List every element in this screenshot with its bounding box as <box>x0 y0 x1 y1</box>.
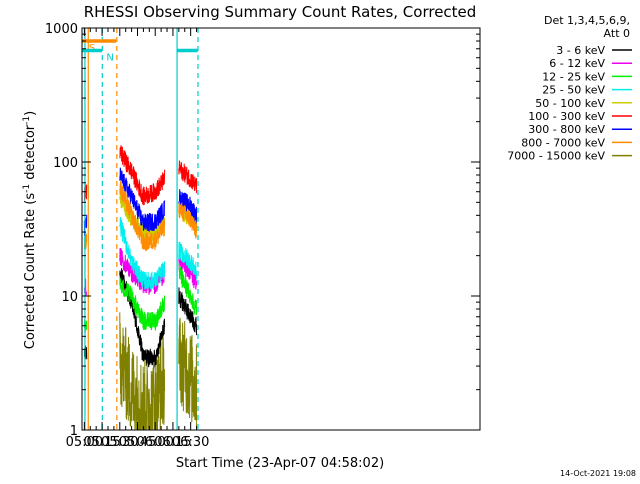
legend-label-4: 25 - 50 keV <box>542 84 605 97</box>
legend-header-1: Det 1,3,4,5,6,9, <box>544 14 630 27</box>
x-tick-label: 05:15 <box>83 435 120 450</box>
series-line-9 <box>119 312 198 430</box>
x-tick-label: 05:00 <box>66 435 103 450</box>
legend-label-8: 800 - 7000 keV <box>521 136 605 149</box>
flag-label-n: N <box>106 52 113 63</box>
legend-label-9: 7000 - 15000 keV <box>507 150 605 163</box>
plot-layer: SN <box>82 28 199 430</box>
y-tick-label: 100 <box>53 156 78 171</box>
x-tick-label: 06:00 <box>136 435 173 450</box>
timestamp: 14-Oct-2021 19:08 <box>560 469 636 478</box>
x-tick-label: 06:15 <box>154 435 191 450</box>
legend-label-7: 300 - 800 keV <box>528 123 605 136</box>
x-axis-label: Start Time (23-Apr-07 04:58:02) <box>176 456 384 471</box>
y-tick-label: 10 <box>61 290 78 305</box>
x-tick-label: 06:30 <box>172 435 209 450</box>
legend-label-5: 50 - 100 keV <box>535 97 605 110</box>
x-tick-label: 05:45 <box>119 435 156 450</box>
y-tick-label: 1000 <box>45 22 78 37</box>
legend-header-2: Att 0 <box>604 27 630 40</box>
legend-label-6: 100 - 300 keV <box>528 110 605 123</box>
legend-label-3: 12 - 25 keV <box>542 70 605 83</box>
x-tick-label: 05:30 <box>101 435 138 450</box>
y-axis-label: Corrected Count Rate (s-1 detector-1) <box>22 111 38 349</box>
plot-frame <box>81 27 481 431</box>
legend-label-2: 6 - 12 keV <box>549 57 605 70</box>
chart-title: RHESSI Observing Summary Count Rates, Co… <box>84 3 477 21</box>
flag-label-s: S <box>89 43 95 54</box>
y-tick-label: 1 <box>70 424 78 439</box>
legend-label-1: 3 - 6 keV <box>556 44 605 57</box>
